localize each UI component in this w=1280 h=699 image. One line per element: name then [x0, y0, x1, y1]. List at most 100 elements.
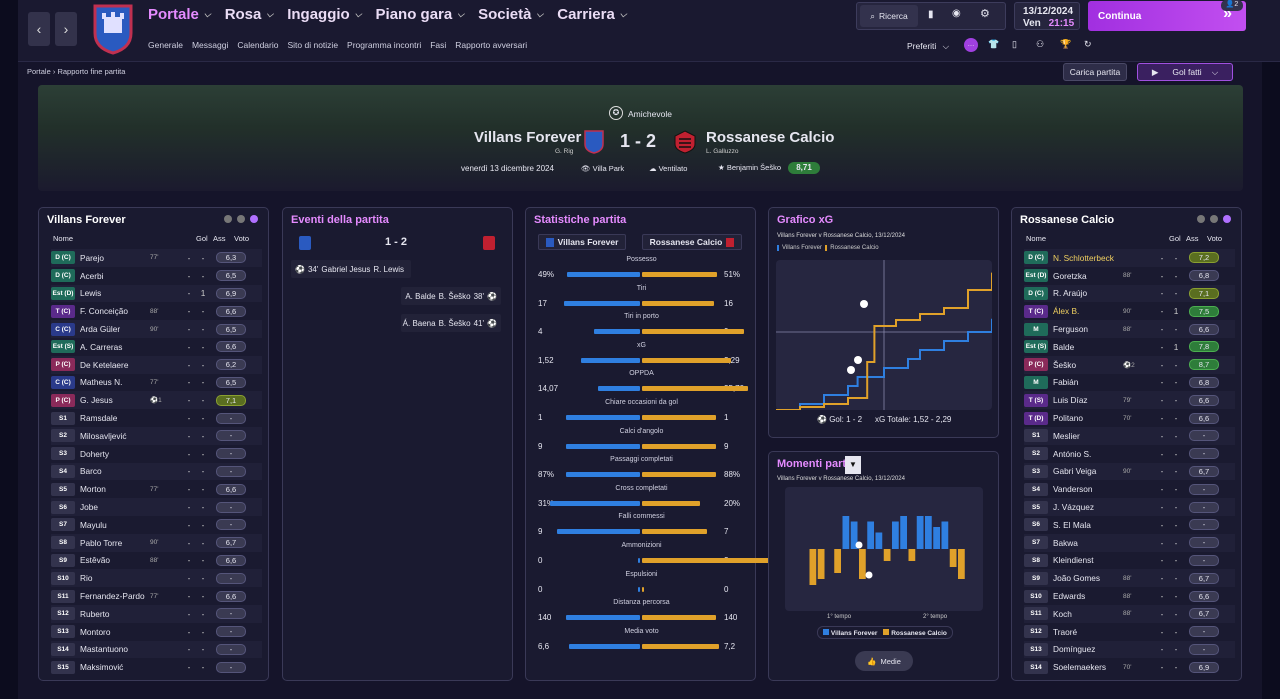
- player-name[interactable]: Bakwa: [1053, 537, 1078, 548]
- player-name[interactable]: Kleindienst: [1053, 555, 1094, 566]
- player-name[interactable]: Ramsdale: [80, 413, 118, 424]
- home-team-name[interactable]: Villans Forever: [474, 129, 582, 146]
- player-name[interactable]: Balde: [1053, 341, 1075, 352]
- player-name[interactable]: Fabián: [1053, 377, 1079, 388]
- subnav-calendario[interactable]: Calendario: [237, 40, 279, 50]
- player-name[interactable]: De Ketelaere: [80, 359, 129, 370]
- panel-toggle[interactable]: [1197, 215, 1231, 223]
- player-row[interactable]: S9 João Gomes 88' - -6,7: [1024, 569, 1235, 588]
- nav-societa[interactable]: Società ⌵: [478, 6, 544, 23]
- gol-fatti-button[interactable]: ▶ Gol fatti ⌵: [1137, 63, 1233, 81]
- player-name[interactable]: Rio: [80, 573, 93, 584]
- event-goal-home[interactable]: ⚽ 34' Gabriel Jesus R. Lewis: [291, 260, 411, 278]
- player-name[interactable]: Maksimović: [80, 662, 124, 673]
- gear-icon[interactable]: ⚙: [980, 8, 990, 20]
- player-row[interactable]: S9 Estêvão 88' - -6,6: [51, 552, 262, 570]
- player-row[interactable]: S13 Montoro - - -: [51, 623, 262, 641]
- player-name[interactable]: Milosavljević: [80, 430, 127, 441]
- player-name[interactable]: A. Carreras: [80, 341, 123, 352]
- player-name[interactable]: Fernandez-Pardo: [80, 591, 145, 602]
- player-name[interactable]: Koch: [1053, 608, 1072, 619]
- player-name[interactable]: Meslier: [1053, 430, 1080, 441]
- player-row[interactable]: S1 Meslier - - -: [1024, 427, 1235, 445]
- player-name[interactable]: Ferguson: [1053, 324, 1089, 335]
- player-row[interactable]: S6 S. El Mala - - -: [1024, 516, 1235, 534]
- player-name[interactable]: Arda Güler: [80, 324, 121, 335]
- momenti-dropdown[interactable]: ▼: [845, 456, 861, 474]
- player-name[interactable]: Mayulu: [80, 519, 107, 530]
- momenti-chart[interactable]: [785, 487, 983, 611]
- player-row[interactable]: S3 Doherty - - -: [51, 445, 262, 463]
- col-nome[interactable]: Nome: [53, 234, 74, 243]
- player-row[interactable]: D (C) Acerbi - -6,5: [51, 267, 262, 285]
- refresh-icon[interactable]: ↻: [1084, 39, 1092, 49]
- player-name[interactable]: N. Schlotterbeck: [1053, 252, 1114, 263]
- player-name[interactable]: Jobe: [80, 502, 98, 513]
- col-gol[interactable]: Gol: [1169, 234, 1181, 243]
- chat-icon[interactable]: …: [964, 38, 978, 52]
- away-team-name[interactable]: Rossanese Calcio: [706, 129, 835, 146]
- nav-ingaggio[interactable]: Ingaggio ⌵: [287, 6, 362, 23]
- col-nome[interactable]: Nome: [1026, 234, 1047, 243]
- player-name[interactable]: S. El Mala: [1053, 519, 1091, 530]
- player-row[interactable]: T (C) F. Conceição 88' - -6,6: [51, 302, 262, 320]
- player-name[interactable]: Gabri Veiga: [1053, 466, 1097, 477]
- player-of-match[interactable]: ★ Benjamin Šeško: [718, 163, 782, 172]
- subnav-fasi[interactable]: Fasi: [430, 40, 447, 50]
- col-ass[interactable]: Ass: [1186, 234, 1199, 243]
- player-row[interactable]: S14 Soelemaekers 70' - -6,9: [1024, 658, 1235, 676]
- bookmark-icon[interactable]: ▮: [928, 9, 934, 20]
- ball-icon[interactable]: ◉: [952, 8, 961, 19]
- col-voto[interactable]: Voto: [1207, 234, 1223, 243]
- player-name[interactable]: Morton: [80, 484, 106, 495]
- player-row[interactable]: M Ferguson 88' - -6,6: [1024, 320, 1235, 338]
- player-name[interactable]: F. Conceição: [80, 306, 128, 317]
- event-goal-away-2[interactable]: Á. Baena B. Šeško 41' ⚽: [401, 314, 501, 332]
- player-name[interactable]: Goretzka: [1053, 270, 1087, 281]
- player-name[interactable]: Doherty: [80, 448, 110, 459]
- player-row[interactable]: S1 Ramsdale - - -: [51, 409, 262, 427]
- player-row[interactable]: C (C) Matheus N. 77' - -6,5: [51, 374, 262, 392]
- player-row[interactable]: Est (S) A. Carreras - -6,6: [51, 338, 262, 356]
- panel-toggle[interactable]: [224, 215, 258, 223]
- player-row[interactable]: S11 Koch 88' - -6,7: [1024, 605, 1235, 623]
- player-row[interactable]: S7 Bakwa - - -: [1024, 533, 1235, 552]
- goal-marker[interactable]: [865, 571, 873, 579]
- subnav-programma[interactable]: Programma incontri: [347, 40, 422, 50]
- nav-piano-gara[interactable]: Piano gara ⌵: [375, 6, 465, 23]
- goal-marker[interactable]: [860, 300, 868, 308]
- nav-portale[interactable]: Portale ⌵: [148, 6, 211, 23]
- player-name[interactable]: Lewis: [80, 288, 102, 299]
- notification-badge[interactable]: 👤2: [1221, 0, 1243, 11]
- player-name[interactable]: Ruberto: [80, 608, 110, 619]
- player-row[interactable]: S8 Kleindienst - - -: [1024, 552, 1235, 570]
- player-name[interactable]: Pablo Torre: [80, 537, 123, 548]
- xg-chart[interactable]: [776, 260, 992, 410]
- player-name[interactable]: Edwards: [1053, 591, 1086, 602]
- player-row[interactable]: P (C) Šeško ⚽2- -8,7: [1024, 355, 1235, 374]
- player-row[interactable]: S12 Ruberto - - -: [51, 605, 262, 623]
- player-name[interactable]: Soelemaekers: [1053, 662, 1107, 673]
- preferiti-dropdown[interactable]: Preferiti ⌵: [907, 41, 950, 51]
- player-name[interactable]: Domínguez: [1053, 644, 1096, 655]
- player-row[interactable]: M Fabián - -6,8: [1024, 374, 1235, 392]
- subnav-generale[interactable]: Generale: [148, 40, 183, 50]
- player-name[interactable]: Vanderson: [1053, 484, 1093, 495]
- col-voto[interactable]: Voto: [234, 234, 250, 243]
- player-row[interactable]: Est (D) Lewis -1 6,9: [51, 284, 262, 303]
- player-row[interactable]: S4 Vanderson - - -: [1024, 480, 1235, 498]
- player-row[interactable]: Est (S) Balde -1 7,8: [1024, 338, 1235, 356]
- player-row[interactable]: S2 Milosavljević - - -: [51, 427, 262, 445]
- forward-button[interactable]: ›: [55, 12, 77, 46]
- player-row[interactable]: D (C) N. Schlotterbeck - -7,2: [1024, 249, 1235, 267]
- goal-marker[interactable]: [855, 541, 863, 549]
- player-row[interactable]: D (C) R. Araújo - -7,1: [1024, 284, 1235, 303]
- date-box[interactable]: 13/12/2024 Ven 21:15: [1014, 2, 1080, 30]
- player-name[interactable]: António S.: [1053, 448, 1092, 459]
- nav-rosa[interactable]: Rosa ⌵: [224, 6, 274, 23]
- player-name[interactable]: Mastantuono: [80, 644, 128, 655]
- goal-marker[interactable]: [854, 356, 862, 364]
- player-name[interactable]: Montoro: [80, 626, 111, 637]
- player-name[interactable]: Luis Díaz: [1053, 395, 1088, 406]
- player-row[interactable]: S4 Barco - - -: [51, 462, 262, 481]
